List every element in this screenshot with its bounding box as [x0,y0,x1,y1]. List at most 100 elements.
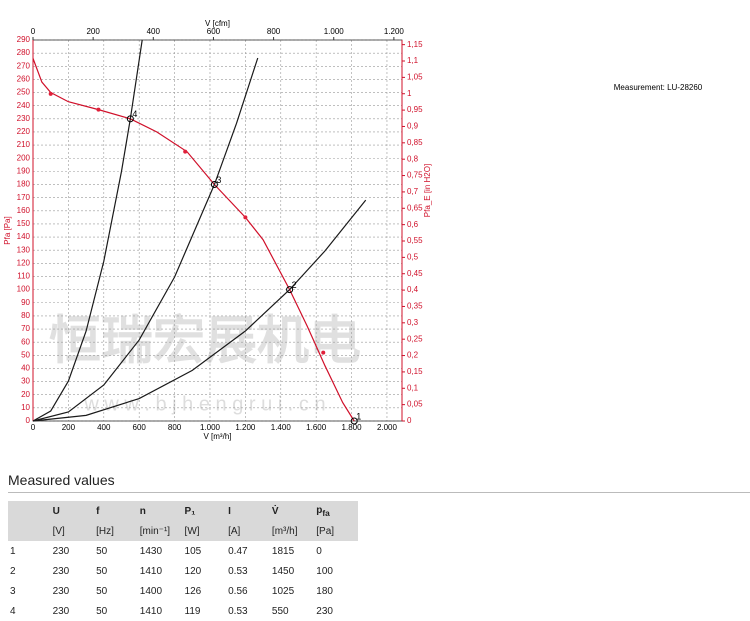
table-cell: [Hz] [94,521,138,541]
point-label: 2 [292,280,297,290]
marker [243,215,248,220]
table-cell: [Pa] [314,521,358,541]
x-tick-label: 1.400 [271,423,292,432]
table-cell: 230 [316,605,333,617]
y2-tick-label: 0,05 [407,400,423,409]
x-tick-label: 2.000 [377,423,398,432]
table-row: 2 230 50 1410 120 0.53 1450 100 [8,561,358,581]
table-cell: 0.47 [228,545,248,557]
y-tick-label: 100 [17,285,31,294]
y-axis-label: Pfa [Pa] [3,216,12,244]
y-tick-label: 220 [17,127,31,136]
table-row: 1 230 50 1430 105 0.47 1815 0 [8,541,358,561]
curve [32,58,355,422]
table-cell: 3 [10,585,16,597]
point-label: 4 [132,109,137,119]
table-cell: 230 [52,545,70,557]
y-tick-label: 40 [21,364,30,373]
y-tick-label: 50 [21,350,30,359]
table-cell: 1815 [271,545,295,557]
y2-tick-label: 0,4 [407,285,419,294]
x2-tick-label: 400 [147,27,161,36]
y-tick-label: 270 [17,61,31,70]
marker [48,91,53,96]
table-cell: pfa [314,501,358,521]
y-tick-label: 280 [17,48,31,57]
y-tick-label: 60 [21,337,30,346]
table-cell: 119 [184,605,201,617]
y2-tick-label: 0,95 [407,105,423,114]
table-cell: 105 [184,545,202,557]
table-title: Measured values [8,472,750,493]
cell-sub: fa [322,507,330,518]
table-cell: 100 [316,565,333,577]
x-tick-label: 400 [97,423,111,432]
y-tick-label: 230 [17,114,31,123]
table-cell: 0.53 [228,565,248,577]
x2-tick-label: 800 [267,27,281,36]
cell-text: p [316,504,323,516]
y-tick-label: 160 [17,206,31,215]
table-cell: 550 [271,605,289,617]
x-tick-label: 1.200 [235,423,256,432]
operating-point [286,286,294,294]
table-cell: n [137,501,183,521]
y-tick-label: 250 [17,88,31,97]
table-cell: 0 [316,545,322,557]
table-cell: U [50,501,95,521]
x-tick-label: 1.000 [200,423,221,432]
x-tick-label: 600 [133,423,147,432]
y-tick-label: 190 [17,166,31,175]
y2-tick-label: 0,15 [407,367,423,376]
operating-point [126,115,134,123]
x2-tick-label: 0 [31,27,36,36]
x-tick-label: 800 [168,423,182,432]
marker [183,149,188,154]
y2-tick-label: 0,85 [407,138,423,147]
table-row: [V] [Hz] [min⁻¹] [W] [A] [m³/h] [Pa] [8,521,358,541]
x-tick-label: 1.800 [342,423,363,432]
table-row: 4 230 50 1410 119 0.53 550 230 [8,601,358,621]
point-label: 1 [356,411,361,421]
table-row: 3 230 50 1400 126 0.56 1025 180 [8,581,358,601]
watermark-url: w w w . b j h e n g r u i . c n [83,393,325,415]
table-cell: 1410 [139,565,163,577]
x2-axis-label: V [cfm] [205,19,230,28]
y-tick-label: 150 [17,219,31,228]
table-cell: 120 [184,565,202,577]
marker [321,350,326,355]
table-cell [8,521,51,541]
table-cell: 1400 [139,585,163,597]
y-tick-label: 140 [17,232,31,241]
table-cell [8,501,51,521]
table-cell: [min⁻¹] [137,521,183,541]
y2-tick-label: 0,2 [407,351,419,360]
y-tick-label: 200 [17,153,31,162]
y2-tick-label: 0,6 [407,220,419,229]
y2-tick-label: 0,45 [407,269,423,278]
y2-tick-label: 1 [407,89,412,98]
y2-tick-label: 0,25 [407,334,423,343]
table-cell: [V] [50,521,95,541]
y2-tick-label: 0,5 [407,252,419,261]
measurement: Measurement: LU-28260 [614,83,703,92]
x2-tick-label: 1.000 [324,27,345,36]
table-cell: [W] [182,521,227,541]
y-tick-label: 0 [26,416,31,425]
y2-tick-label: 0,65 [407,203,423,212]
y2-tick-label: 0,75 [407,171,423,180]
table-cell: [m³/h] [269,521,315,541]
curve [32,39,143,422]
y2-tick-label: 1,15 [407,40,423,49]
table-cell: I [226,501,270,521]
table-cell: f [94,501,138,521]
table-cell: [A] [226,521,270,541]
table-cell: 0.56 [228,585,248,597]
marker [96,107,101,112]
y2-tick-label: 0,8 [407,154,419,163]
y2-tick-label: 0 [407,416,412,425]
y2-tick-label: 1,1 [407,56,419,65]
